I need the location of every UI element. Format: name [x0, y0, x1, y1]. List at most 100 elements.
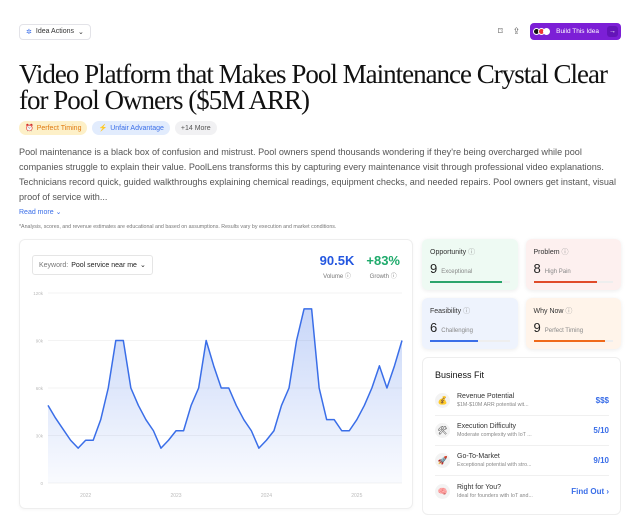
tag-unfair-advantage[interactable]: ⚡ Unfair Advantage	[92, 121, 170, 135]
score-value: 9	[430, 261, 438, 276]
tag-label: +14 More	[180, 124, 211, 132]
disclaimer: *Analysis, scores, and revenue estimates…	[19, 224, 337, 230]
idea-actions-label: Idea Actions	[35, 28, 75, 35]
x-tick-label: 2024	[261, 493, 272, 499]
brain-icon: 🧠	[435, 483, 450, 499]
info-icon[interactable]: ⓘ	[565, 308, 573, 315]
score-value: 8	[533, 261, 541, 276]
fit-desc: $1M-$10M ARR potential wit...	[457, 402, 529, 408]
tag-label: Perfect Timing	[36, 124, 82, 132]
x-tick-label: 2022	[80, 493, 91, 499]
sparkle-icon: ✲	[26, 28, 32, 36]
score-label: Why Now	[533, 308, 564, 315]
score-bar	[533, 281, 613, 283]
business-fit-row[interactable]: 🧠 Right for You? Ideal for founders with I…	[435, 476, 609, 506]
score-label: Opportunity	[430, 249, 467, 256]
business-fit-row: 🚀 Go-To-Market Exceptional potential with …	[435, 446, 609, 476]
rocket-icon: 🚀	[435, 453, 450, 468]
y-tick-label: 60k	[36, 386, 44, 391]
build-this-idea-button[interactable]: Build This Idea →	[530, 23, 621, 40]
lightning-icon: ⚡	[98, 125, 108, 132]
growth-stat: +83% Growth ⓘ	[366, 253, 400, 280]
score-value: 6	[430, 320, 438, 335]
keyword-value: Pool service near me	[71, 261, 137, 269]
fit-value: $$$	[595, 396, 609, 405]
score-bar	[533, 340, 613, 342]
business-fit-card: Business Fit 💰 Revenue Potential $1M-$10M …	[422, 357, 621, 515]
y-tick-label: 120k	[33, 291, 44, 296]
keyword-select[interactable]: Keyword: Pool service near me ⌄	[32, 255, 153, 275]
money-bag-icon: 💰	[435, 393, 450, 408]
business-fit-title: Business Fit	[435, 370, 485, 380]
tag-label: Unfair Advantage	[110, 124, 164, 132]
fit-value: 5/10	[593, 426, 609, 435]
idea-actions-button[interactable]: ✲ Idea Actions ⌄	[19, 23, 91, 40]
fit-value: 9/10	[593, 456, 609, 465]
description: Pool maintenance is a black box of confu…	[19, 147, 616, 202]
fit-desc: Moderate complexity with IoT ...	[457, 432, 532, 438]
volume-stat: 90.5K Volume ⓘ	[320, 253, 355, 280]
chevron-down-icon: ⌄	[55, 209, 62, 216]
y-tick-label: 30k	[36, 434, 44, 439]
fit-label: Right for You?	[457, 483, 501, 491]
score-value: 9	[533, 320, 541, 335]
search-volume-chart: 0 30k 60k 90k 120k 2022 2023 2024 2025	[33, 291, 403, 499]
tools-icon: 🛠	[435, 423, 450, 438]
fit-value[interactable]: Find Out ›	[571, 486, 609, 496]
help-icon[interactable]: ⓘ	[344, 274, 351, 280]
score-bar-fill	[430, 281, 502, 283]
chevron-down-icon: ⌄	[139, 262, 146, 269]
y-tick-label: 90k	[36, 339, 44, 344]
x-tick-label: 2023	[170, 493, 181, 499]
info-icon[interactable]: ⓘ	[463, 308, 471, 315]
more-tags-button[interactable]: +14 More	[174, 121, 217, 135]
y-tick-label: 0	[40, 481, 43, 486]
area-fill	[48, 308, 402, 483]
volume-label: Volume	[323, 274, 344, 280]
score-bar-fill	[533, 340, 606, 342]
chevron-down-icon: ⌄	[78, 28, 84, 36]
score-card-problem[interactable]: Problem ⓘ 8 High Pain	[525, 239, 621, 290]
score-desc: Challenging	[441, 328, 473, 334]
score-card-feasibility[interactable]: Feasibility ⓘ 6 Challenging	[422, 298, 518, 349]
score-card-opportunity[interactable]: Opportunity ⓘ 9 Exceptional	[422, 239, 518, 290]
business-fit-row: 💰 Revenue Potential $1M-$10M ARR potential…	[435, 386, 609, 416]
growth-label: Growth	[369, 274, 390, 280]
keyword-label: Keyword:	[39, 261, 69, 269]
read-more-label: Read more	[19, 209, 54, 216]
fit-label: Execution Difficulty	[457, 423, 517, 430]
trend-line	[47, 308, 403, 449]
score-label: Problem	[533, 249, 560, 256]
read-more-link[interactable]: Read more ⌄	[19, 208, 621, 216]
arrow-right-icon: →	[607, 26, 618, 37]
page-title: Video Platform that Makes Pool Maintenan…	[19, 59, 608, 115]
score-card-why-now[interactable]: Why Now ⓘ 9 Perfect Timing	[525, 298, 621, 349]
score-desc: Perfect Timing	[544, 328, 584, 334]
info-icon[interactable]: ⓘ	[561, 249, 569, 256]
score-bar	[430, 340, 510, 342]
fit-label: Revenue Potential	[457, 393, 515, 400]
volume-value: 90.5K	[319, 253, 355, 268]
business-fit-row: 🛠 Execution Difficulty Moderate complexity…	[435, 416, 609, 446]
score-desc: Exceptional	[441, 269, 473, 275]
header: ✲ Idea Actions ⌄ ⌑ ⇪ Build This Idea →	[19, 23, 621, 40]
fit-desc: Ideal for founders with IoT and...	[457, 492, 533, 499]
x-tick-label: 2025	[351, 493, 362, 499]
build-label: Build This Idea	[556, 28, 599, 35]
trend-chart-card: 0 30k 60k 90k 120k 2022 2023 2024 2025 Keyword: P…	[19, 239, 413, 509]
tool-logos-icon	[533, 28, 551, 35]
score-label: Feasibility	[430, 308, 462, 315]
score-desc: High Pain	[544, 269, 571, 275]
info-icon[interactable]: ⓘ	[468, 249, 476, 256]
growth-value: +83%	[366, 253, 400, 268]
fit-desc: Exceptional potential with stro...	[457, 462, 532, 468]
alarm-clock-icon: ⏰	[25, 125, 34, 132]
score-bar-fill	[533, 281, 598, 283]
bookmark-icon[interactable]: ⌑	[497, 26, 503, 36]
share-icon[interactable]: ⇪	[512, 26, 521, 36]
fit-label: Go-To-Market	[457, 453, 500, 460]
tag-perfect-timing[interactable]: ⏰ Perfect Timing	[19, 121, 88, 135]
score-bar	[430, 281, 510, 283]
help-icon[interactable]: ⓘ	[390, 274, 397, 280]
score-bar-fill	[430, 340, 478, 342]
